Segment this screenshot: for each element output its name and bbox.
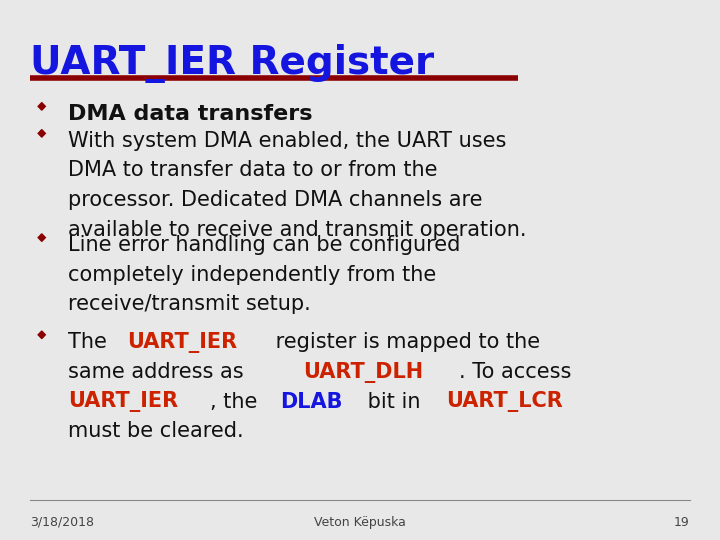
Text: 3/18/2018: 3/18/2018 [30, 516, 94, 529]
Text: bit in: bit in [361, 392, 427, 411]
Text: DMA data transfers: DMA data transfers [68, 104, 313, 124]
Text: Line error handling can be configured: Line error handling can be configured [68, 235, 461, 255]
Text: 19: 19 [674, 516, 690, 529]
Text: UART_LCR: UART_LCR [446, 392, 563, 413]
Text: DLAB: DLAB [280, 392, 343, 411]
Polygon shape [38, 130, 45, 137]
Text: DMA to transfer data to or from the: DMA to transfer data to or from the [68, 160, 438, 180]
Text: completely independently from the: completely independently from the [68, 265, 436, 285]
Text: available to receive and transmit operation.: available to receive and transmit operat… [68, 220, 527, 240]
Text: UART_IER Register: UART_IER Register [30, 44, 434, 83]
Text: must be cleared.: must be cleared. [68, 421, 244, 441]
Text: processor. Dedicated DMA channels are: processor. Dedicated DMA channels are [68, 190, 483, 210]
Text: . To access: . To access [459, 362, 571, 382]
Text: same address as: same address as [68, 362, 251, 382]
Text: With system DMA enabled, the UART uses: With system DMA enabled, the UART uses [68, 131, 507, 151]
Polygon shape [38, 331, 45, 339]
Text: Veton Këpuska: Veton Këpuska [314, 516, 406, 529]
Text: The: The [68, 332, 114, 352]
Text: UART_DLH: UART_DLH [304, 362, 423, 383]
Polygon shape [38, 103, 45, 110]
Polygon shape [38, 234, 45, 241]
Text: UART_IER: UART_IER [127, 332, 237, 353]
Text: register is mapped to the: register is mapped to the [269, 332, 540, 352]
Text: , the: , the [210, 392, 264, 411]
Text: receive/transmit setup.: receive/transmit setup. [68, 294, 311, 314]
Text: UART_IER: UART_IER [68, 392, 179, 413]
